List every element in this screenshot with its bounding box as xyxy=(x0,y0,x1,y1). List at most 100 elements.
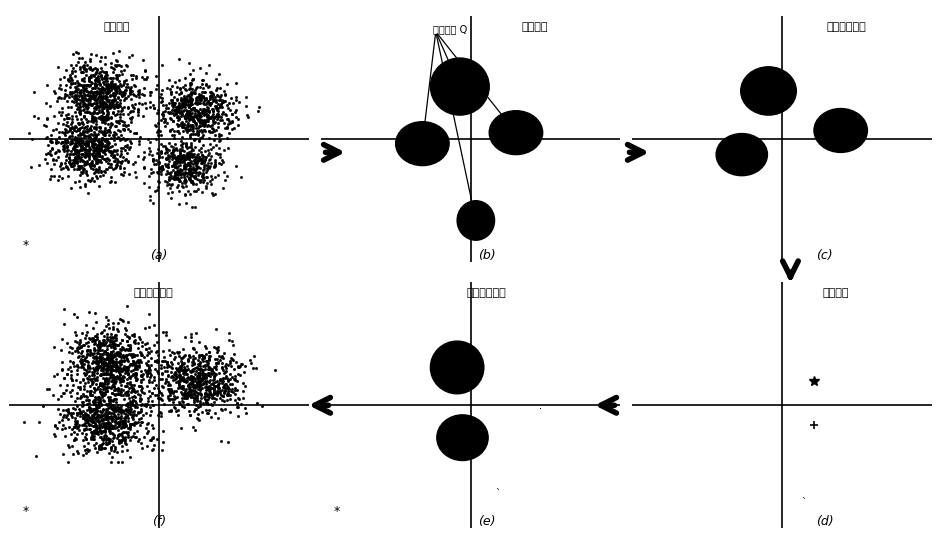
Point xyxy=(66,94,81,103)
Point xyxy=(63,149,78,158)
Point xyxy=(193,111,208,120)
Point xyxy=(152,388,167,397)
Point xyxy=(108,349,123,357)
Point xyxy=(120,357,136,366)
Point xyxy=(109,75,124,83)
Point xyxy=(93,412,108,421)
Point xyxy=(70,410,85,419)
Point xyxy=(115,375,130,384)
Point xyxy=(87,90,102,99)
Point xyxy=(65,123,80,132)
Point xyxy=(206,90,221,98)
Point xyxy=(193,94,208,103)
Point xyxy=(82,446,97,455)
Point xyxy=(98,88,113,97)
Point xyxy=(121,333,136,342)
Point xyxy=(140,426,155,435)
Point xyxy=(196,368,211,377)
Point xyxy=(95,84,110,93)
Point xyxy=(208,102,223,111)
Point xyxy=(183,170,199,179)
Point xyxy=(73,342,88,351)
Point xyxy=(95,92,110,101)
Point xyxy=(193,364,208,373)
Point xyxy=(176,377,191,386)
Point xyxy=(197,88,212,96)
Point xyxy=(93,416,108,425)
Point xyxy=(178,375,193,384)
Point xyxy=(95,426,110,435)
Point xyxy=(96,338,111,347)
Point xyxy=(153,97,168,106)
Point xyxy=(88,354,104,362)
Point xyxy=(82,415,97,424)
Point xyxy=(120,370,136,379)
Point xyxy=(80,410,95,419)
Point xyxy=(157,367,172,375)
Point xyxy=(189,378,204,386)
Point xyxy=(139,75,154,84)
Point xyxy=(192,113,207,122)
Point xyxy=(92,361,107,370)
Point xyxy=(127,397,142,405)
Point xyxy=(199,382,215,391)
Point xyxy=(72,96,88,104)
Point xyxy=(191,370,206,379)
Point xyxy=(198,156,213,165)
Point xyxy=(231,115,246,123)
Point xyxy=(75,164,90,172)
Point xyxy=(183,150,198,158)
Point xyxy=(98,70,113,79)
Point xyxy=(213,93,228,102)
Point xyxy=(179,162,194,170)
Point xyxy=(226,374,241,383)
Point xyxy=(59,370,74,379)
Point xyxy=(88,157,104,165)
Point xyxy=(108,82,123,90)
Point xyxy=(120,92,136,101)
Point xyxy=(114,430,129,438)
Point xyxy=(88,81,104,90)
Point xyxy=(197,120,212,128)
Point xyxy=(226,123,241,132)
Point xyxy=(182,174,197,182)
Point xyxy=(167,394,182,403)
Point xyxy=(181,84,196,93)
Point xyxy=(94,387,109,396)
Point xyxy=(72,336,88,344)
Point xyxy=(157,149,172,157)
Point xyxy=(175,183,190,191)
Point xyxy=(99,365,114,374)
Point xyxy=(56,138,71,147)
Point xyxy=(75,156,90,165)
Point xyxy=(94,391,109,399)
Point xyxy=(111,126,126,134)
Point xyxy=(85,368,100,376)
Point xyxy=(222,106,237,114)
Point xyxy=(76,441,91,450)
Point xyxy=(70,138,85,147)
Point xyxy=(104,97,120,106)
Point xyxy=(120,400,135,409)
Point xyxy=(127,128,142,137)
Point xyxy=(228,395,243,404)
Point xyxy=(217,90,232,99)
Point xyxy=(180,393,195,402)
Point xyxy=(85,431,100,440)
Point xyxy=(101,126,116,134)
Point xyxy=(92,353,107,362)
Point xyxy=(109,390,124,399)
Point xyxy=(39,115,54,124)
Point xyxy=(42,102,57,110)
Point xyxy=(113,435,128,444)
Point xyxy=(203,172,218,181)
Point xyxy=(139,419,154,428)
Point xyxy=(207,394,222,403)
Point xyxy=(83,407,98,416)
Point xyxy=(193,386,208,394)
Point xyxy=(226,350,241,358)
Point xyxy=(114,335,129,344)
Point xyxy=(66,63,81,72)
Point xyxy=(66,381,81,390)
Point xyxy=(86,131,101,139)
